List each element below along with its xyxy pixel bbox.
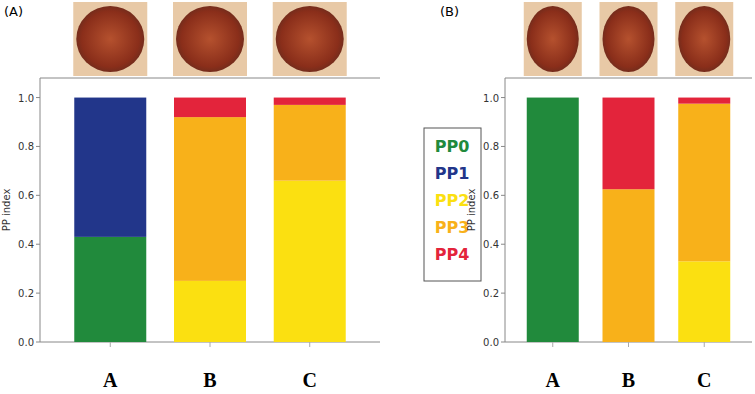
x-tick <box>110 342 111 347</box>
bar-segment <box>74 97 146 98</box>
bar-segment <box>274 98 346 105</box>
bar-segment <box>527 98 579 342</box>
y-tick-label: 0.4 <box>18 239 34 250</box>
bar-segment <box>74 97 146 98</box>
eye-image <box>678 6 730 72</box>
y-tick <box>501 293 505 294</box>
y-tick <box>501 342 505 343</box>
y-tick-label: 0.6 <box>18 190 34 201</box>
bar-segment <box>603 98 655 190</box>
eye-image <box>603 6 655 72</box>
frame-top <box>505 78 752 79</box>
y-tick <box>501 244 505 245</box>
y-tick <box>36 195 40 196</box>
chart-panel: (A) 0.0 0.2 0.4 0.6 0.8 1.0 PP index A B C <box>1 2 380 391</box>
bar-segment <box>678 98 730 104</box>
bar-segment <box>174 117 246 281</box>
legend-entry: PP2 <box>435 191 470 210</box>
x-tick <box>704 342 705 347</box>
figure: (A)0.00.20.40.60.81.0PP indexABCPP0PP1PP… <box>0 0 755 394</box>
bar-segment <box>527 97 579 98</box>
x-tick-label: C <box>697 369 711 391</box>
legend: PP0 PP1 PP2 PP3 PP4 <box>424 128 481 281</box>
y-tick <box>501 146 505 147</box>
x-tick-label: C <box>303 369 317 391</box>
eye-image <box>527 6 579 72</box>
x-tick-label: B <box>203 369 216 391</box>
y-tick <box>36 146 40 147</box>
x-tick-label: A <box>103 369 118 391</box>
legend-entry: PP4 <box>435 245 470 264</box>
x-tick <box>628 342 629 347</box>
y-tick-label: 0.0 <box>18 337 34 348</box>
bar-segment <box>274 181 346 342</box>
y-tick-label: 0.2 <box>18 288 34 299</box>
eye-image <box>76 6 144 72</box>
x-tick <box>210 342 211 347</box>
legend-entry: PP0 <box>435 137 470 156</box>
bar-segment <box>174 281 246 342</box>
y-tick-label: 0.6 <box>483 190 499 201</box>
eye-photo <box>675 2 733 76</box>
bars <box>74 98 345 342</box>
bar-segment <box>527 97 579 98</box>
eye-image <box>176 6 244 72</box>
eye-photo <box>600 2 658 76</box>
bar-segment <box>527 97 579 98</box>
y-tick-label: 1.0 <box>18 93 34 104</box>
x-tick-label: A <box>546 369 561 391</box>
y-tick <box>36 293 40 294</box>
bar-segment <box>678 104 730 262</box>
chart-panel: (B) 0.0 0.2 0.4 0.6 0.8 1.0 PP index A B C <box>440 2 752 391</box>
y-tick <box>36 342 40 343</box>
x-tick <box>309 342 310 347</box>
y-tick <box>501 97 505 98</box>
eye-photo <box>273 2 347 76</box>
y-tick-label: 0.8 <box>18 141 34 152</box>
bar-segment <box>274 105 346 181</box>
y-tick-label: 0.8 <box>483 141 499 152</box>
bar-segment <box>74 98 146 237</box>
bar-segment <box>74 237 146 342</box>
y-axis-label: PP index <box>1 189 12 232</box>
panel-title: (A) <box>4 4 23 19</box>
panel-title: (B) <box>440 4 459 19</box>
y-axis <box>505 78 506 342</box>
legend-box <box>424 128 481 281</box>
eye-photo <box>173 2 247 76</box>
bar-segment <box>678 261 730 342</box>
y-axis <box>40 78 41 342</box>
bar-segment <box>74 97 146 98</box>
bars <box>527 98 730 342</box>
y-tick-label: 0.2 <box>483 288 499 299</box>
y-tick-label: 1.0 <box>483 93 499 104</box>
bar-segment <box>527 97 579 98</box>
y-tick-label: 0.0 <box>483 337 499 348</box>
y-axis-label: PP index <box>466 189 477 232</box>
frame-top <box>40 78 380 79</box>
y-tick-label: 0.4 <box>483 239 499 250</box>
y-tick <box>36 97 40 98</box>
x-tick-label: B <box>622 369 635 391</box>
eye-photo <box>73 2 147 76</box>
eye-image <box>276 6 344 72</box>
eye-photo <box>524 2 582 76</box>
legend-entry: PP1 <box>435 164 470 183</box>
bar-segment <box>174 98 246 118</box>
y-tick <box>501 195 505 196</box>
x-tick <box>552 342 553 347</box>
y-tick <box>36 244 40 245</box>
bar-segment <box>603 189 655 342</box>
legend-entry: PP3 <box>435 218 470 237</box>
